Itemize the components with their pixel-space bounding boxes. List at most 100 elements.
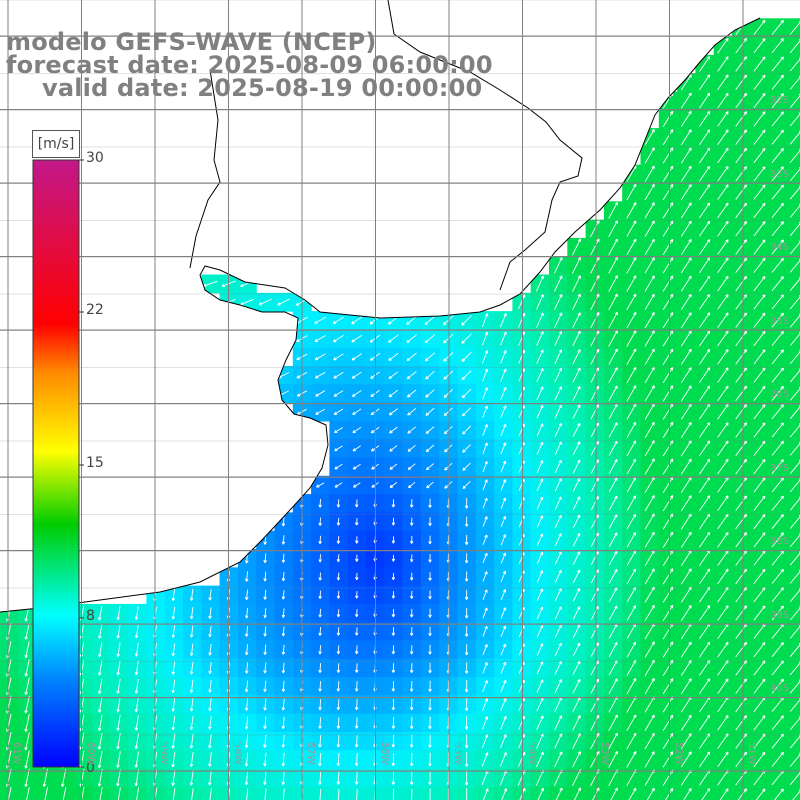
wind-arrow xyxy=(644,330,655,347)
wind-arrow xyxy=(354,735,359,748)
wind-arrow xyxy=(426,481,434,489)
wind-arrow xyxy=(482,788,489,800)
wind-arrow xyxy=(462,425,472,435)
wind-arrow xyxy=(391,752,396,767)
latitude-label: 39S xyxy=(770,609,790,621)
wind-arrow xyxy=(699,714,711,731)
wind-arrow xyxy=(333,408,344,415)
wind-arrow xyxy=(97,751,103,769)
wind-arrow xyxy=(680,202,692,219)
wind-arrow xyxy=(771,532,784,548)
wind-arrow xyxy=(753,605,766,621)
wind-arrow xyxy=(464,553,469,564)
wind-arrow xyxy=(354,591,359,599)
wind-arrow xyxy=(351,353,362,361)
wind-arrow xyxy=(244,716,249,730)
wind-arrow xyxy=(608,275,618,292)
wind-arrow xyxy=(572,441,581,456)
wind-arrow xyxy=(443,389,454,398)
wind-arrow xyxy=(699,165,711,182)
wind-arrow xyxy=(771,642,784,658)
wind-arrow xyxy=(482,516,488,527)
wind-arrow xyxy=(354,699,359,711)
wind-arrow xyxy=(572,606,581,620)
wind-arrow xyxy=(735,532,748,548)
model-title: modelo GEFS-WAVE (NCEP) xyxy=(6,28,377,56)
wind-arrow xyxy=(753,422,766,438)
wind-arrow xyxy=(136,787,140,800)
wind-arrow xyxy=(97,714,103,732)
wind-arrow xyxy=(443,407,453,417)
wind-arrow xyxy=(318,770,322,785)
wind-arrow xyxy=(482,552,488,564)
wind-arrow xyxy=(626,714,637,732)
wind-arrow xyxy=(680,422,692,438)
wind-arrow xyxy=(277,298,290,306)
wind-arrow xyxy=(590,275,600,293)
wind-arrow xyxy=(482,680,488,693)
wind-arrow xyxy=(735,440,748,456)
wind-arrow xyxy=(735,367,748,383)
wind-arrow xyxy=(771,495,784,511)
wind-arrow xyxy=(771,239,784,255)
wind-arrow xyxy=(536,624,544,638)
wind-arrow xyxy=(281,662,286,674)
wind-arrow xyxy=(464,589,469,601)
wind-arrow xyxy=(572,514,581,529)
wind-arrow xyxy=(572,422,581,438)
wind-cell xyxy=(786,73,800,93)
wind-arrow xyxy=(98,605,103,621)
wind-arrow xyxy=(554,715,563,731)
wind-arrow xyxy=(24,641,30,659)
latitude-label: 36S xyxy=(770,389,790,400)
wind-arrow xyxy=(464,734,469,749)
wind-arrow xyxy=(354,572,359,581)
wind-arrow xyxy=(409,680,414,692)
wind-arrow xyxy=(699,294,711,310)
wind-arrow xyxy=(680,312,692,329)
wind-cell xyxy=(786,713,800,733)
wind-arrow xyxy=(753,330,766,347)
latitude-label: 33S xyxy=(770,168,790,180)
wind-arrow xyxy=(717,751,729,768)
wind-arrow xyxy=(443,370,454,380)
wind-arrow xyxy=(388,389,399,398)
wind-arrow xyxy=(699,239,711,255)
wind-arrow xyxy=(699,678,711,695)
wind-arrow xyxy=(443,425,453,435)
wind-arrow xyxy=(536,533,544,546)
wind-arrow xyxy=(388,334,399,343)
wind-arrow xyxy=(662,312,674,329)
wind-arrow xyxy=(392,788,395,800)
wind-arrow xyxy=(646,787,655,800)
wind-cell xyxy=(786,677,800,696)
wind-arrow xyxy=(553,275,563,292)
wind-arrow xyxy=(753,184,766,200)
wind-arrow xyxy=(391,645,396,655)
wind-arrow xyxy=(500,331,507,346)
wind-arrow xyxy=(171,697,176,712)
wind-arrow xyxy=(500,442,507,455)
wind-arrow xyxy=(391,499,396,508)
wind-arrow xyxy=(263,716,267,730)
wind-arrow xyxy=(406,352,417,362)
wind-arrow xyxy=(717,37,729,54)
wind-arrow xyxy=(771,257,784,273)
wind-arrow xyxy=(334,482,343,488)
wind-arrow xyxy=(208,716,212,730)
wind-arrow xyxy=(753,367,766,383)
wind-cell xyxy=(786,347,800,367)
wind-arrow xyxy=(590,293,600,311)
wind-arrow xyxy=(407,481,416,489)
wind-arrow xyxy=(717,715,729,731)
wind-arrow xyxy=(318,517,322,526)
wind-arrow xyxy=(771,221,784,237)
wind-arrow xyxy=(189,770,194,786)
wind-arrow xyxy=(753,239,766,255)
wind-arrow xyxy=(171,643,176,657)
wind-arrow xyxy=(699,641,711,658)
wind-arrow xyxy=(771,568,784,584)
wind-arrow xyxy=(315,408,326,415)
wind-arrow xyxy=(536,349,544,364)
wind-arrow xyxy=(644,385,655,402)
